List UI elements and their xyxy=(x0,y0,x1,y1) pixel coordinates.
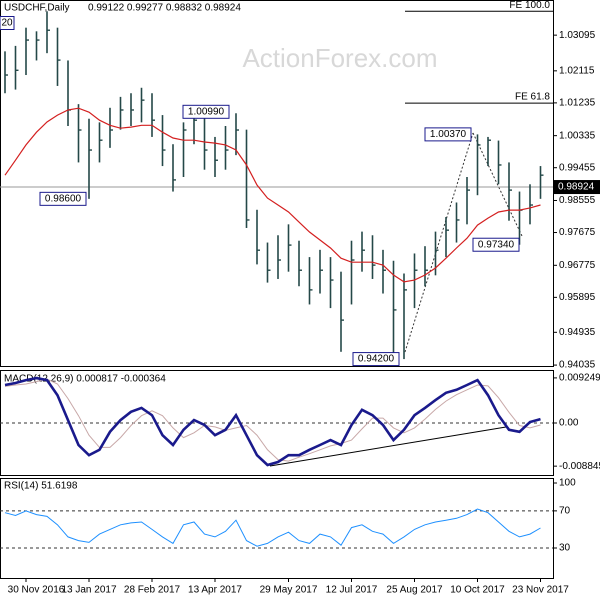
macd-title: MACD(12,26,9) 0.000817 -0.000364 xyxy=(4,374,166,385)
y-tick-label: 0.97675 xyxy=(559,227,596,238)
annotation-box xyxy=(182,104,230,119)
x-tick-label: 12 Jul 2017 xyxy=(326,585,378,596)
watermark: ActionForex.com xyxy=(242,43,437,73)
y-tick-label: 0.009249 xyxy=(559,373,600,384)
fe-label: FE 61.8 xyxy=(515,92,550,103)
divergence-line xyxy=(269,426,507,467)
moving-average xyxy=(4,107,541,283)
annotation-label: 0.98600 xyxy=(45,193,82,204)
fe-label: FE 100.0 xyxy=(509,0,550,11)
y-tick-label: -0.008845 xyxy=(559,461,600,472)
y-tick-label: 1.00335 xyxy=(559,130,596,141)
y-tick-label: 0.96775 xyxy=(559,260,596,271)
rsi-panel xyxy=(0,478,554,579)
x-tick-label: 10 Oct 2017 xyxy=(450,585,505,596)
y-tick-label: 0.98555 xyxy=(559,195,596,206)
y-tick-label: 0.00 xyxy=(559,418,579,429)
annotation-box xyxy=(352,352,400,367)
x-tick-label: 25 Aug 2017 xyxy=(386,585,443,596)
x-tick-label: 23 Nov 2017 xyxy=(512,585,569,596)
wave-line xyxy=(472,132,523,237)
y-tick-label: 30 xyxy=(559,543,571,554)
indicator-line xyxy=(4,376,541,467)
y-tick-label: 0.99455 xyxy=(559,162,596,173)
y-tick-label: 1.03095 xyxy=(559,30,596,41)
y-tick-label: 0.95895 xyxy=(559,292,596,303)
indicator-line xyxy=(4,508,541,547)
y-tick-label: 70 xyxy=(559,506,571,517)
annotation-box xyxy=(472,237,520,252)
annotation-label: 1.00370 xyxy=(430,129,467,140)
chart-subtitle: 0.99122 0.99277 0.98832 0.98924 xyxy=(88,3,241,14)
rsi-title: RSI(14) 51.6198 xyxy=(4,481,78,492)
annotation-box xyxy=(39,191,87,206)
y-tick-label: 100 xyxy=(559,478,576,489)
annotation-label: 20 xyxy=(1,18,13,29)
annotation-label: 0.97340 xyxy=(478,239,515,250)
last-price-label: 0.98924 xyxy=(558,182,595,193)
y-tick-label: 1.01235 xyxy=(559,98,596,109)
x-tick-label: 28 Feb 2017 xyxy=(124,585,181,596)
indicator-line xyxy=(4,378,541,462)
chart-title: USDCHF,Daily xyxy=(4,3,70,14)
annotation-label: 0.94200 xyxy=(358,354,395,365)
last-price-box xyxy=(553,180,600,195)
annotation-box xyxy=(0,16,15,30)
y-tick-label: 0.94035 xyxy=(559,360,596,371)
x-tick-label: 30 Nov 2016 xyxy=(8,585,65,596)
annotation-label: 1.00990 xyxy=(188,106,225,117)
x-tick-label: 13 Jan 2017 xyxy=(61,585,116,596)
annotation-box xyxy=(424,127,472,142)
y-tick-label: 1.02115 xyxy=(559,65,595,76)
x-tick-label: 13 Apr 2017 xyxy=(188,585,242,596)
x-tick-label: 29 May 2017 xyxy=(260,585,318,596)
y-tick-label: 0.94935 xyxy=(559,327,596,338)
